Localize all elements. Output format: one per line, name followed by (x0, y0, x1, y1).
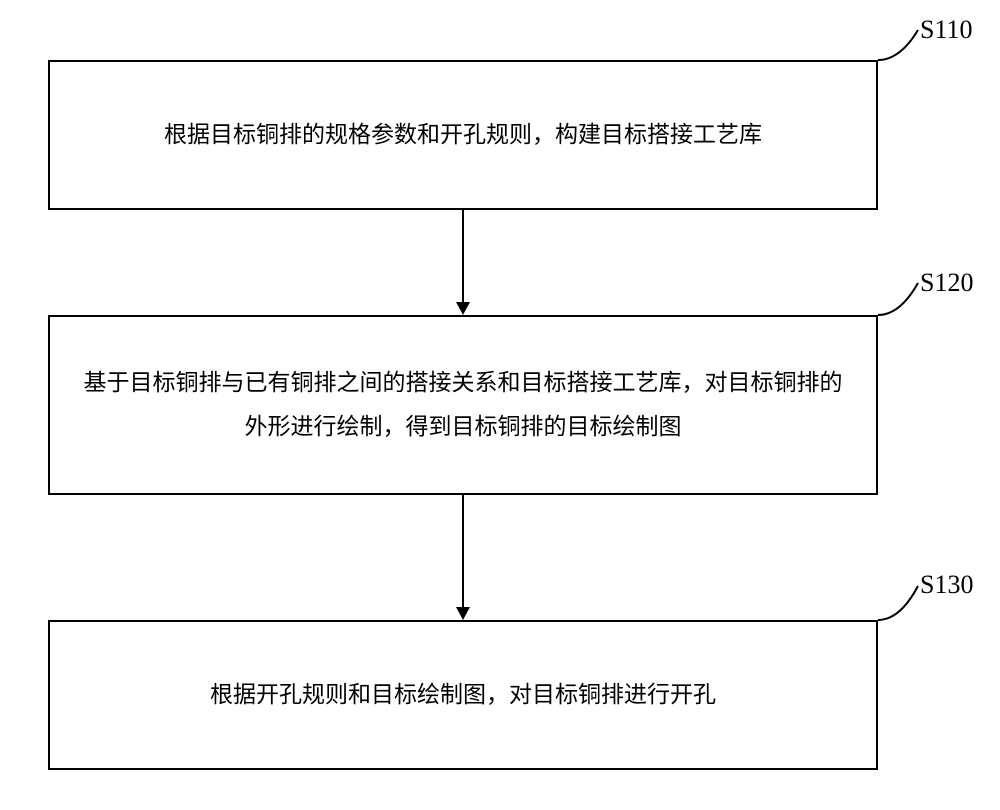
step-label-s110: S110 (920, 15, 973, 45)
step-text: 基于目标铜排与已有铜排之间的搭接关系和目标搭接工艺库，对目标铜排的外形进行绘制，… (80, 361, 846, 448)
step-box-s130: 根据开孔规则和目标绘制图，对目标铜排进行开孔 (48, 620, 878, 770)
step-label-s130: S130 (920, 570, 973, 600)
step-label-s120: S120 (920, 268, 973, 298)
flowchart-container: 根据目标铜排的规格参数和开孔规则，构建目标搭接工艺库 S110 基于目标铜排与已… (0, 0, 1000, 810)
step-text: 根据目标铜排的规格参数和开孔规则，构建目标搭接工艺库 (164, 113, 762, 157)
arrow-s110-s120 (453, 210, 473, 315)
step-box-s120: 基于目标铜排与已有铜排之间的搭接关系和目标搭接工艺库，对目标铜排的外形进行绘制，… (48, 315, 878, 495)
step-box-s110: 根据目标铜排的规格参数和开孔规则，构建目标搭接工艺库 (48, 60, 878, 210)
arrow-s120-s130 (453, 495, 473, 620)
step-text: 根据开孔规则和目标绘制图，对目标铜排进行开孔 (210, 673, 716, 717)
